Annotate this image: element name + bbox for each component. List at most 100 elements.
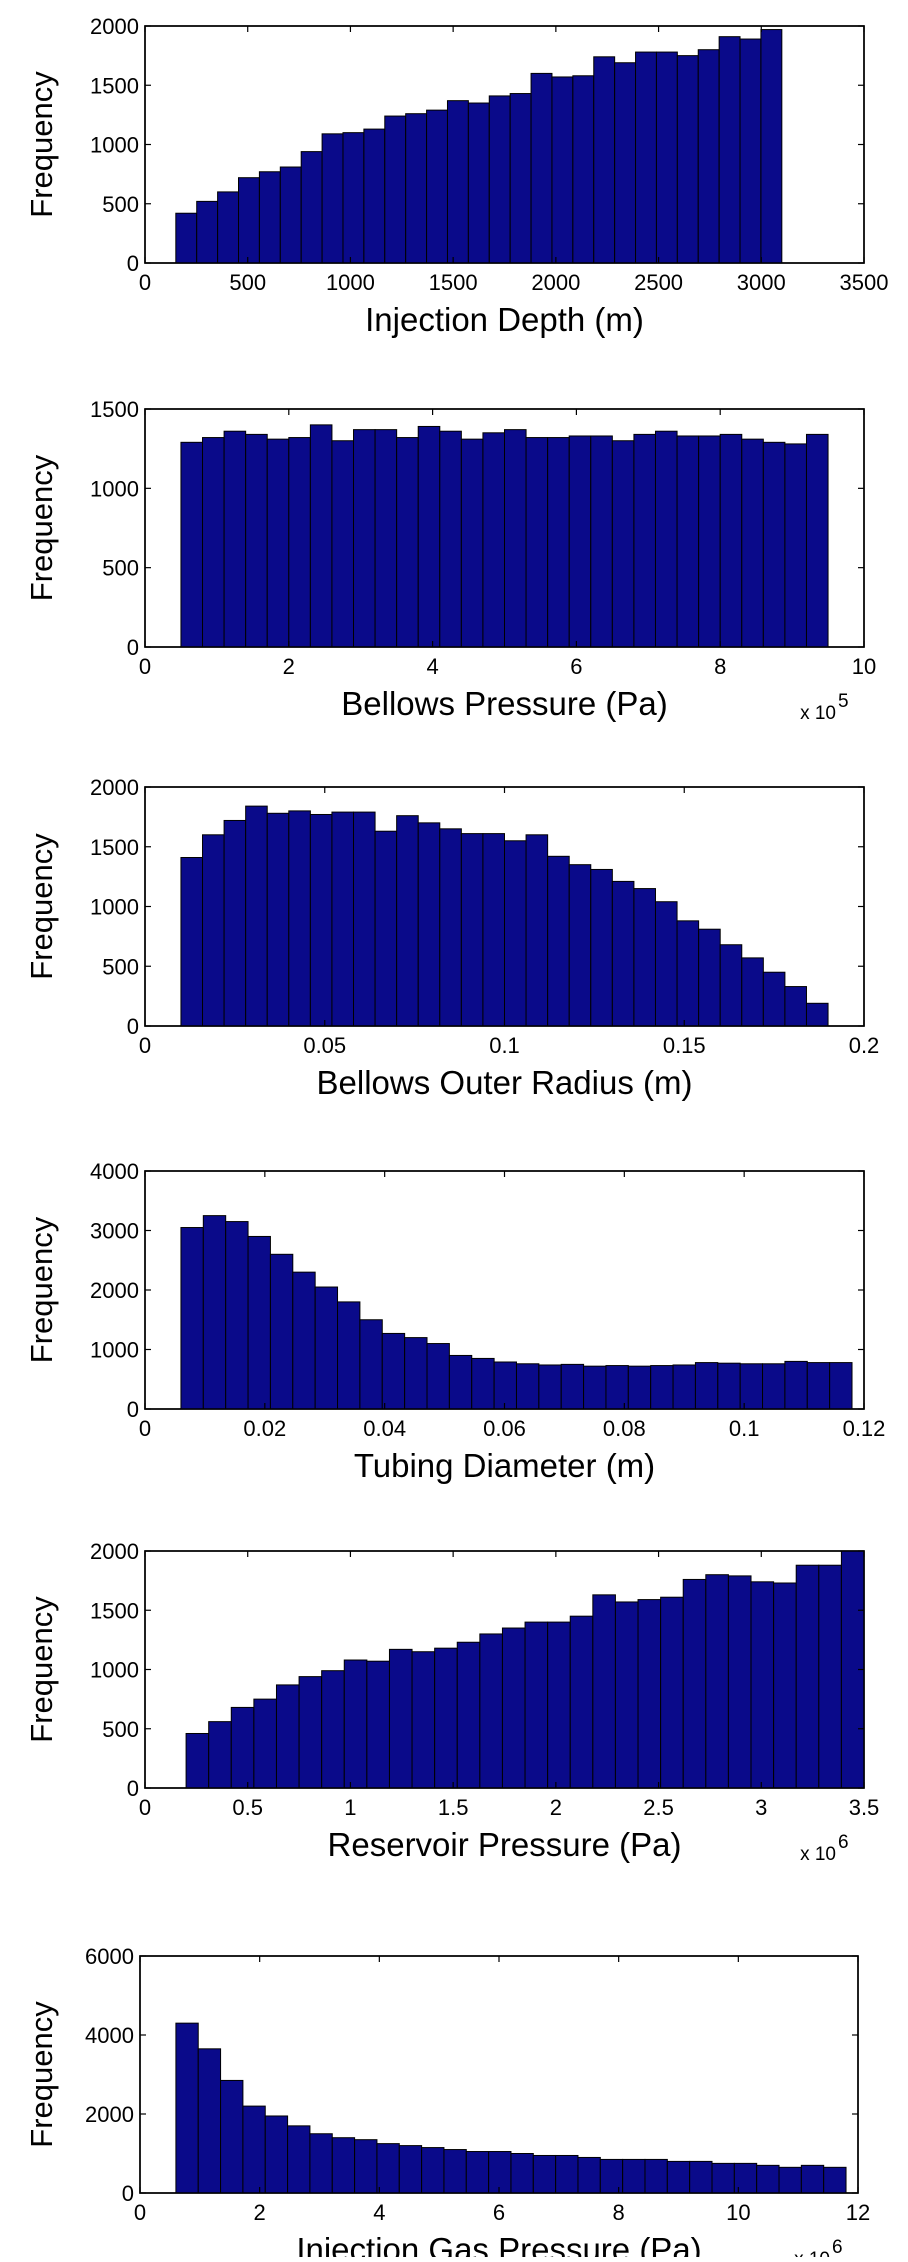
histogram-bar — [756, 2164, 780, 2194]
histogram-bar — [829, 1362, 853, 1410]
histogram-bar — [314, 1286, 339, 1410]
histogram-bar — [292, 1271, 316, 1410]
histogram-bar — [404, 1337, 428, 1410]
histogram-bar — [555, 2154, 579, 2194]
histogram-bar — [627, 1365, 652, 1410]
y-tick-label: 1000 — [90, 1338, 139, 1363]
histogram-bar — [530, 72, 553, 264]
histogram-bar — [694, 1362, 719, 1410]
histogram-bar — [343, 1659, 368, 1789]
x-tick-label: 0.02 — [243, 1416, 286, 1441]
histogram-bar — [421, 2147, 445, 2194]
x-tick-label: 2 — [550, 1795, 562, 1820]
x-axis-multiplier-exponent: 5 — [838, 691, 849, 712]
y-axis-label: Frequency — [24, 454, 59, 601]
y-tick-label: 1000 — [90, 895, 139, 920]
histogram-bar — [504, 840, 527, 1027]
axes-box — [144, 408, 865, 648]
histogram-bar — [524, 1621, 549, 1789]
histogram-bar — [384, 115, 407, 264]
x-tick-label: 2.5 — [643, 1795, 674, 1820]
histogram-bar — [611, 880, 635, 1027]
x-axis-label: Injection Depth (m) — [365, 301, 644, 338]
histogram-bar — [376, 2143, 400, 2194]
x-tick-label: 1500 — [429, 270, 478, 295]
histogram-bar — [806, 1362, 831, 1410]
histogram-bar — [258, 171, 281, 264]
histogram-bar — [266, 438, 290, 648]
y-axis-label: Frequency — [24, 833, 59, 980]
x-tick-label: 8 — [714, 654, 726, 679]
histogram-bar — [266, 812, 290, 1027]
histogram-bar — [220, 2079, 244, 2194]
histogram-bar — [309, 424, 333, 648]
x-tick-label: 8 — [613, 2200, 625, 2225]
histogram-panel-3: 0 0.05 0.1 0.15 0.2 0 500 1000 1500 2000 Bellows O… — [24, 775, 879, 1101]
histogram-bar — [672, 1364, 696, 1410]
histogram-bar — [202, 1215, 227, 1410]
histogram-bar — [374, 429, 398, 648]
y-tick-label: 1000 — [90, 1658, 139, 1683]
y-tick-label: 500 — [102, 192, 139, 217]
x-tick-label: 10 — [852, 654, 876, 679]
y-axis-label: Frequency — [24, 1596, 59, 1743]
histogram-panel-1: 0 500 1000 1500 2000 2500 3000 3500 0 500 1000 1500… — [24, 14, 888, 338]
histogram-bar — [682, 1578, 707, 1789]
histogram-bar — [180, 441, 204, 648]
histogram-panel-5: 0 0.5 1 1.5 2 2.5 3 3.5 0 500 1000 1500 2000 Reservoi… — [24, 1539, 879, 1865]
y-axis-label: Frequency — [24, 1216, 59, 1363]
y-tick-label: 1500 — [90, 1598, 139, 1623]
x-tick-label: 0.08 — [603, 1416, 646, 1441]
histogram-bar — [456, 1641, 481, 1789]
histogram-bar — [762, 1363, 786, 1410]
histogram-bar — [698, 928, 721, 1027]
x-axis-multiplier: x 10 — [800, 703, 836, 724]
histogram-bar — [666, 2160, 691, 2194]
histogram-bar — [465, 2151, 490, 2194]
histogram-bar — [396, 815, 419, 1027]
histogram-bar — [354, 2139, 378, 2194]
x-tick-label: 12 — [846, 2200, 870, 2225]
histogram-bar — [547, 1621, 571, 1789]
histogram-bar — [633, 433, 656, 648]
x-tick-label: 4 — [373, 2200, 385, 2225]
histogram-bar — [654, 430, 678, 648]
histogram-bar — [417, 822, 441, 1027]
y-tick-label: 1000 — [90, 476, 139, 501]
y-tick-label: 2000 — [90, 1278, 139, 1303]
y-tick-label: 500 — [102, 954, 139, 979]
histogram-bar — [572, 75, 595, 264]
histogram-bar — [739, 38, 762, 264]
x-tick-label: 6 — [570, 654, 582, 679]
histogram-bar — [525, 834, 549, 1027]
histogram-bar — [698, 435, 721, 648]
histogram-bar — [509, 93, 532, 264]
y-tick-label: 3000 — [90, 1219, 139, 1244]
histogram-bar — [426, 109, 448, 264]
histogram-bar — [676, 920, 700, 1027]
histogram-bar — [718, 36, 741, 264]
histogram-bar — [342, 132, 365, 264]
histogram-bar — [479, 1633, 503, 1789]
histogram-bar — [784, 986, 807, 1027]
histogram-bar — [739, 1363, 764, 1410]
histogram-bar — [805, 433, 829, 648]
y-tick-label: 1500 — [90, 835, 139, 860]
histogram-panel-2: 0 2 4 6 8 10 0 500 1000 1500 Bellows Pressure (Pa)… — [24, 397, 876, 724]
histogram-bar — [644, 2158, 668, 2194]
histogram-bar — [253, 1698, 277, 1789]
histogram-bar — [353, 811, 376, 1027]
histogram-bar — [363, 128, 386, 264]
x-tick-label: 0.15 — [663, 1033, 706, 1058]
x-tick-label: 0 — [139, 1416, 151, 1441]
x-tick-label: 0.2 — [849, 1033, 880, 1058]
histogram-bar — [225, 1221, 249, 1410]
histogram-bar — [504, 429, 527, 648]
x-tick-label: 0 — [134, 2200, 146, 2225]
histogram-bar — [275, 1684, 300, 1789]
histogram-bar — [223, 430, 247, 648]
histogram-panel-4: 0 0.02 0.04 0.06 0.08 0.1 0.12 0 1000 2000 3000 400… — [24, 1159, 885, 1484]
histogram-bar — [800, 2164, 825, 2194]
histogram-bar — [784, 443, 807, 648]
histogram-bar — [493, 1361, 517, 1410]
